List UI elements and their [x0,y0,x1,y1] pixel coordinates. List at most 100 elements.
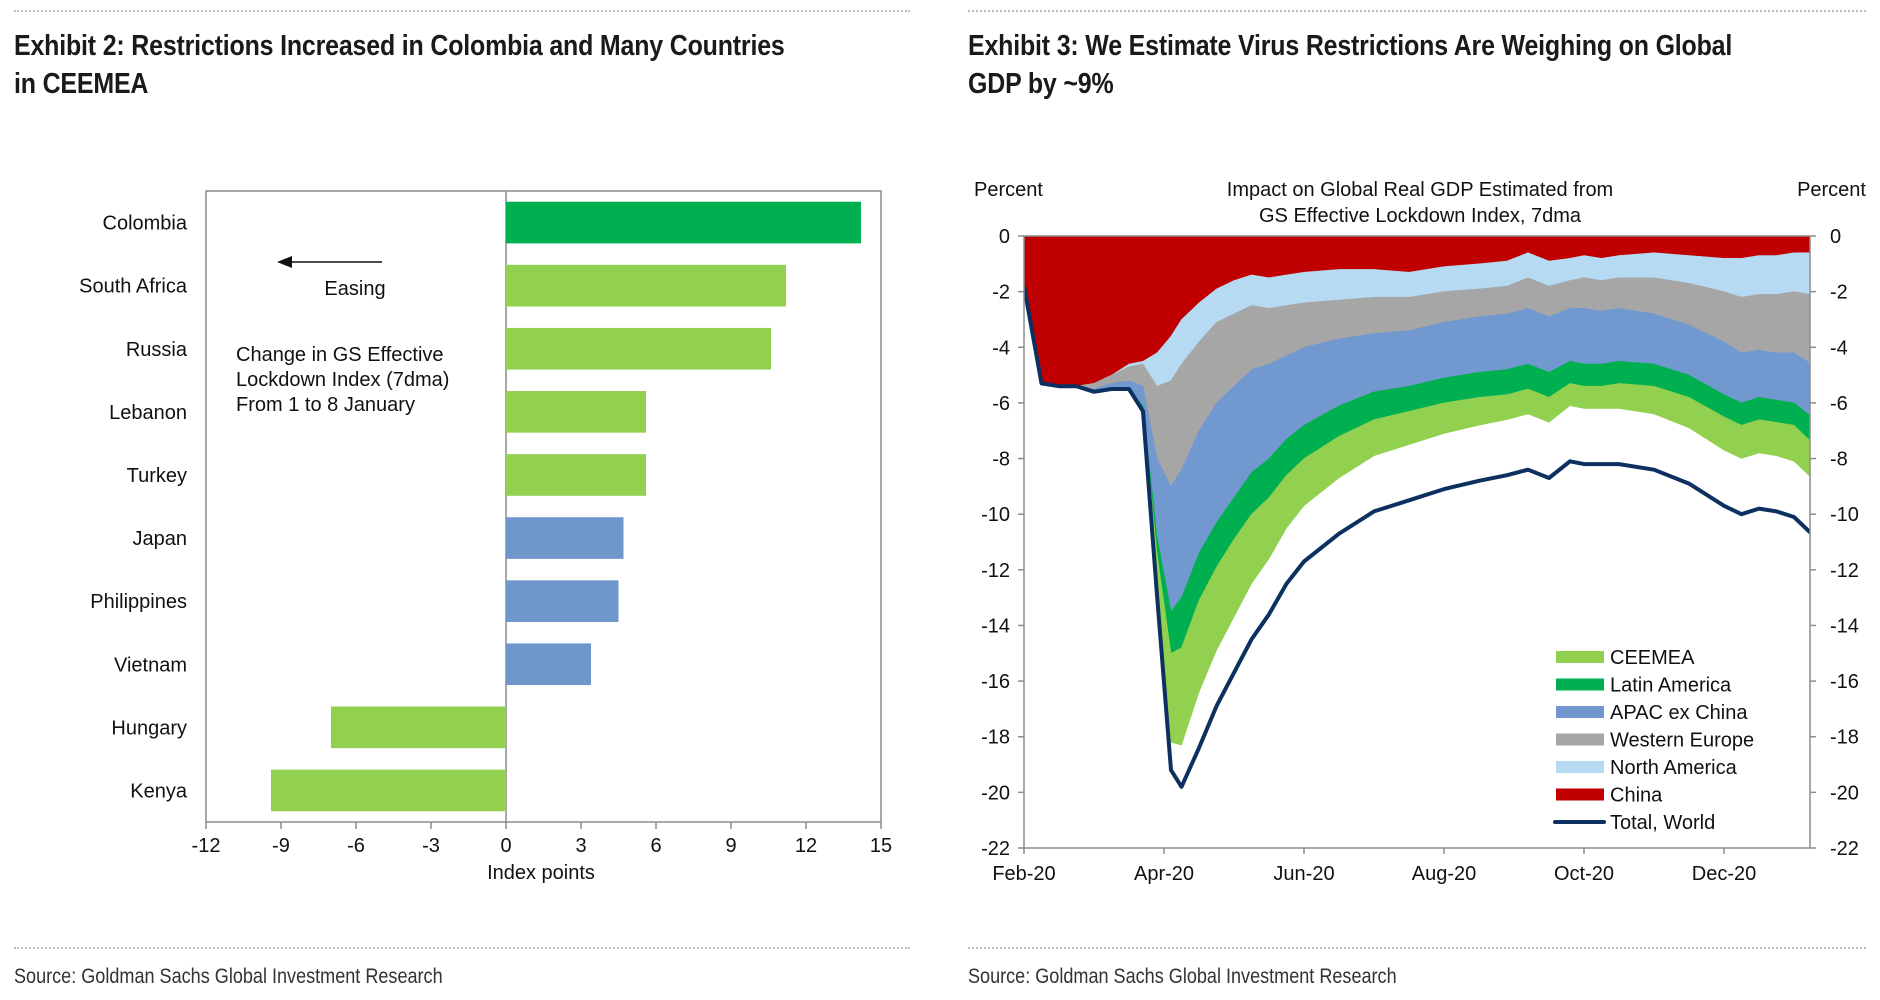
right-source-note: Source: Goldman Sachs Global Investment … [968,965,1397,988]
bar-chart: Colombia South Africa Russia Lebanon Turkey J… [79,190,892,884]
legend-label: Western Europe [1610,730,1754,752]
bar-plot-frame [205,190,882,823]
y-tick-label-right: -16 [1830,671,1859,693]
area-chart-title-line-2: GS Effective Lockdown Index, 7dma [1259,205,1582,227]
arrow-left-icon [277,256,292,268]
category-label: Japan [133,528,188,550]
area-chart: Percent Percent Impact on Global Real GD… [974,179,1866,885]
category-label: South Africa [79,276,188,298]
legend-item: APAC ex China [1556,702,1748,724]
category-label: Russia [126,339,188,361]
x-tick-label: -12 [192,835,221,857]
y-tick-label-left: 0 [999,226,1010,248]
legend-label: North America [1610,757,1738,779]
line-total-world [1024,285,1810,789]
y-tick-label-left: -10 [981,504,1010,526]
y-tick-label-left: -2 [992,282,1010,304]
bar-kenya [271,769,506,812]
left-title-line-2: in CEEMEA [14,68,149,100]
legend-swatch [1556,651,1604,663]
x-tick-label: -3 [422,835,440,857]
category-label: Hungary [111,717,187,739]
category-label: Lebanon [109,402,187,424]
y-tick-label-left: -18 [981,727,1010,749]
y-tick-label-right: -20 [1830,782,1859,804]
y-tick-label-right: -18 [1830,727,1859,749]
easing-annotation: Easing Change in GS Effective Lockdown I… [236,256,449,416]
annotation-line-1: Change in GS Effective [236,344,444,366]
legend-label: CEEMEA [1610,647,1695,669]
y-tick-label-right: -6 [1830,393,1848,415]
y-tick-label-left: -14 [981,615,1010,637]
legend-label: Latin America [1610,675,1732,697]
y-tick-label-left: -20 [981,782,1010,804]
right-y-axis-label: Percent [1797,179,1866,201]
left-exhibit-title: Exhibit 2: Restrictions Increased in Col… [14,27,785,103]
bar-russia [506,327,771,370]
x-tick-label: 3 [575,835,586,857]
y-tick-label-left: -8 [992,449,1010,471]
legend-swatch [1556,733,1604,746]
x-tick-label: Feb-20 [992,863,1055,885]
legend-item: North America [1556,757,1738,779]
y-tick-label-right: -8 [1830,449,1848,471]
x-tick-label: -6 [347,835,365,857]
y-tick-label-left: -12 [981,560,1010,582]
right-bottom-divider [968,947,1866,949]
legend-swatch [1556,706,1604,718]
y-tick-label-right: -2 [1830,282,1848,304]
x-tick-label: 12 [795,835,817,857]
category-label: Colombia [103,213,188,235]
legend-swatch [1556,761,1604,773]
y-tick-label-right: 0 [1830,226,1841,248]
y-tick-label-right: -10 [1830,504,1859,526]
legend-label: APAC ex China [1610,702,1748,724]
bar-hungary [331,706,506,749]
x-tick-label: 9 [725,835,736,857]
legend-label: Total, World [1610,812,1715,834]
y-tick-label-left: -6 [992,393,1010,415]
y-tick-label-right: -12 [1830,560,1859,582]
bar-vietnam [506,643,591,686]
x-tick-label: -9 [272,835,290,857]
legend-swatch [1556,678,1604,691]
y-tick-label-right: -14 [1830,615,1859,637]
easing-label: Easing [324,278,385,300]
annotation-line-3: From 1 to 8 January [236,394,415,416]
left-title-line-1: Exhibit 2: Restrictions Increased in Col… [14,30,785,62]
left-top-divider [14,10,910,12]
left-source-note: Source: Goldman Sachs Global Investment … [14,965,443,988]
x-tick-label: 6 [650,835,661,857]
x-tick-label: Aug-20 [1412,863,1477,885]
y-tick-label-left: -16 [981,671,1010,693]
area-plot-frame [1023,235,1811,849]
category-label: Philippines [90,591,187,613]
legend-swatch [1556,788,1604,801]
x-tick-label: Apr-20 [1134,863,1194,885]
right-title-line-1: Exhibit 3: We Estimate Virus Restriction… [968,30,1733,62]
right-exhibit-title: Exhibit 3: We Estimate Virus Restriction… [968,27,1732,103]
x-tick-label: 15 [870,835,892,857]
category-label: Kenya [130,780,188,802]
right-title-line-2: GDP by ~9% [968,68,1114,100]
left-y-axis-label: Percent [974,179,1043,201]
bar-south-africa [506,264,786,307]
bar-turkey [506,454,646,496]
y-tick-label-right: -4 [1830,337,1848,359]
legend-item: Latin America [1556,675,1732,697]
category-label: Vietnam [114,654,187,676]
x-tick-label: 0 [500,835,511,857]
right-top-divider [968,10,1866,12]
left-bottom-divider [14,947,910,949]
legend-item: Total, World [1553,812,1715,834]
y-tick-label-left: -22 [981,838,1010,860]
area-ceemea [1024,286,1810,746]
bar-x-axis-label: Index points [487,862,595,884]
category-label: Turkey [127,465,187,487]
legend-item: China [1556,785,1663,807]
bar-japan [506,517,624,559]
bar-lebanon [506,391,646,433]
area-chart-title-line-1: Impact on Global Real GDP Estimated from [1227,179,1613,201]
x-tick-label: Jun-20 [1273,863,1334,885]
